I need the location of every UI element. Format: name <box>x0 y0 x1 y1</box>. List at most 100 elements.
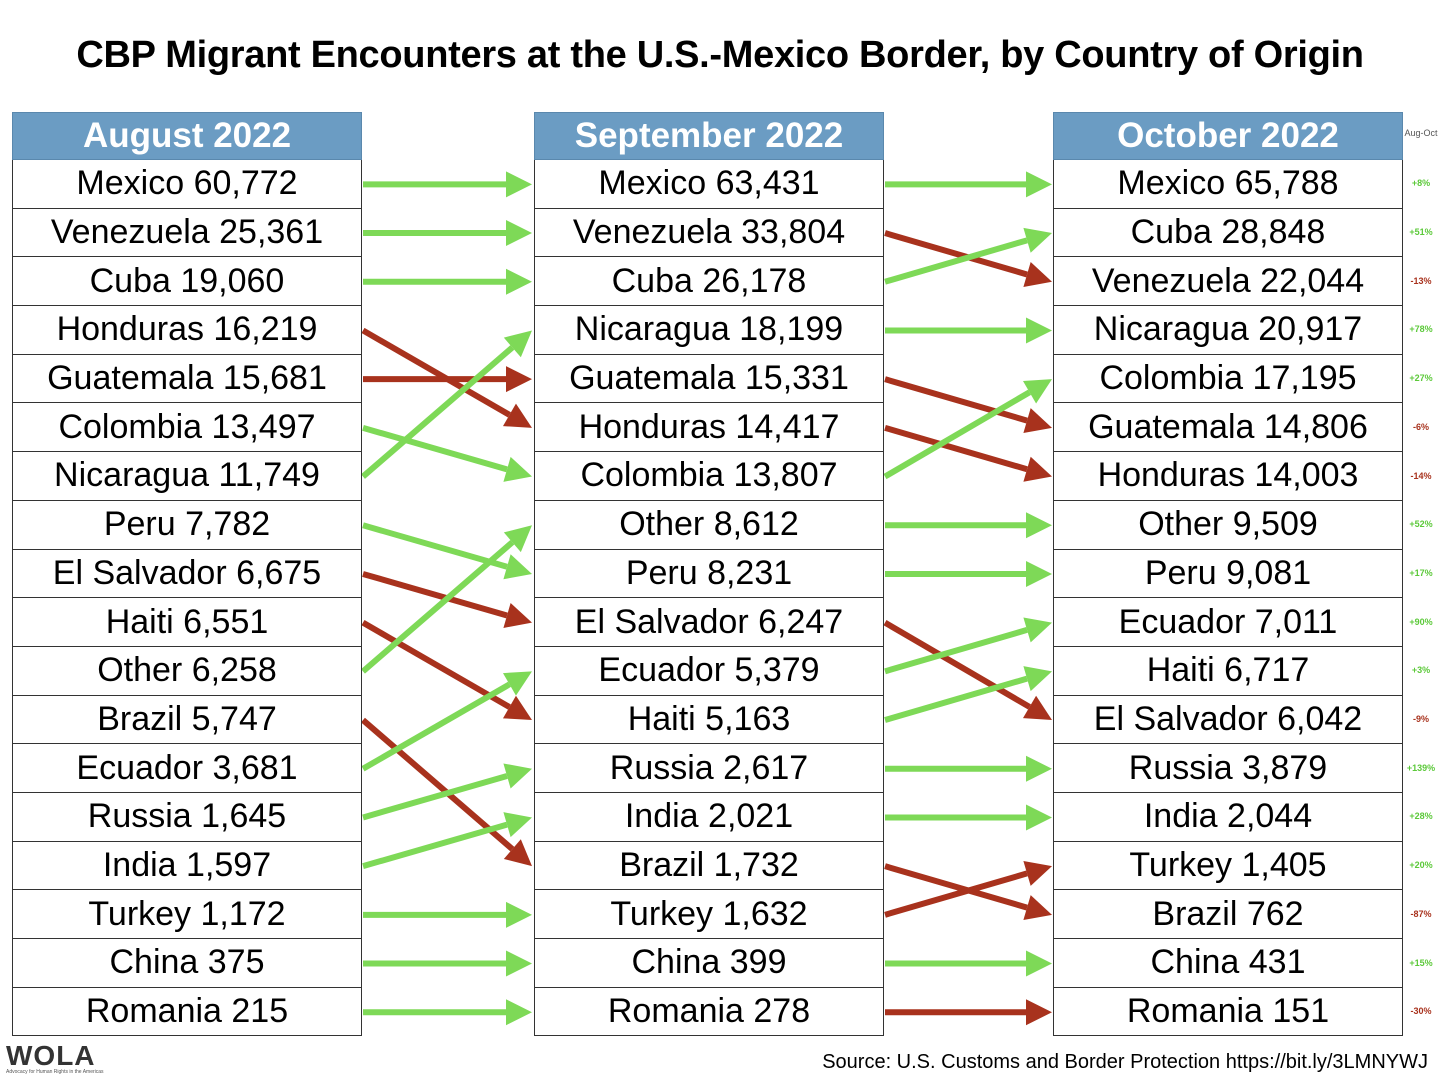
change-percent: +3% <box>1411 665 1431 676</box>
rank-arrow <box>884 863 1052 921</box>
table-cell: India 1,597 <box>12 841 362 891</box>
column-october: October 2022 Mexico 65,788 Cuba 28,848 Ven… <box>1053 112 1403 1037</box>
column-header: August 2022 <box>12 112 362 160</box>
change-percent: -30% <box>1410 1006 1432 1017</box>
table-cell: Cuba 19,060 <box>12 257 362 307</box>
table-cell: Mexico 63,431 <box>534 160 884 209</box>
table-cell: Peru 9,081 <box>1053 549 1403 599</box>
change-percent: -6% <box>1412 421 1429 432</box>
table-cell: Turkey 1,632 <box>534 890 884 939</box>
table-cell: Honduras 14,417 <box>534 403 884 453</box>
table-cell: Peru 7,782 <box>12 500 362 550</box>
wola-tagline: Advocacy for Human Rights in the America… <box>6 1069 104 1075</box>
table-cell: Ecuador 3,681 <box>12 744 362 793</box>
table-cell: Honduras 16,219 <box>12 306 362 355</box>
table-cell: Guatemala 15,681 <box>12 354 362 404</box>
rank-arrow <box>361 620 532 721</box>
table-cell: India 2,021 <box>534 792 884 842</box>
table-cell: Haiti 6,717 <box>1053 646 1403 696</box>
table-cell: Russia 2,617 <box>534 744 884 793</box>
change-percent: +20% <box>1409 860 1433 871</box>
table-cell: El Salvador 6,042 <box>1053 695 1403 745</box>
change-percent: +27% <box>1409 373 1433 384</box>
rank-arrow <box>362 812 532 870</box>
table-cell: Mexico 65,788 <box>1053 160 1403 209</box>
rank-arrow <box>884 424 1052 482</box>
table-cell: Venezuela 25,361 <box>12 208 362 258</box>
rank-arrow <box>885 560 1052 587</box>
change-percent: +17% <box>1409 567 1433 578</box>
rank-arrow <box>363 950 532 977</box>
table-cell: India 2,044 <box>1053 792 1403 842</box>
rank-arrow <box>361 671 532 772</box>
chart-title: CBP Migrant Encounters at the U.S.-Mexic… <box>76 34 1364 76</box>
table-cell: Nicaragua 20,917 <box>1053 306 1403 355</box>
column-header: September 2022 <box>534 112 884 160</box>
change-percent: -9% <box>1412 714 1429 725</box>
table-cell: Cuba 26,178 <box>534 257 884 307</box>
rank-arrow <box>363 999 532 1026</box>
change-percent: +52% <box>1409 519 1433 530</box>
table-cell: El Salvador 6,675 <box>12 549 362 599</box>
change-header: Aug-Oct <box>1404 127 1438 140</box>
table-cell: Haiti 6,551 <box>12 598 362 647</box>
change-percent: -13% <box>1410 275 1432 286</box>
rank-arrow <box>885 171 1052 198</box>
table-cell: Brazil 762 <box>1053 890 1403 939</box>
rank-arrow <box>884 230 1052 287</box>
table-cell: Colombia 13,497 <box>12 403 362 453</box>
table-cell: China 431 <box>1053 939 1403 988</box>
change-percent: +51% <box>1409 227 1433 238</box>
rank-arrow <box>884 617 1052 675</box>
column-september: September 2022 Mexico 63,431 Venezuela 33… <box>534 112 884 1037</box>
change-percent: +28% <box>1409 811 1433 822</box>
change-percent: +78% <box>1409 324 1433 335</box>
change-percent: +8% <box>1411 178 1431 189</box>
rank-arrow <box>362 522 532 580</box>
rank-arrow <box>884 376 1052 434</box>
rank-arrow <box>884 227 1052 285</box>
table-cell: Nicaragua 11,749 <box>12 452 362 501</box>
rank-arrow <box>885 950 1052 977</box>
table-cell: China 375 <box>12 939 362 988</box>
change-header-text: Aug-Oct <box>1404 128 1438 138</box>
table-cell: Romania 278 <box>534 987 884 1037</box>
table-cell: Russia 3,879 <box>1053 744 1403 793</box>
change-percent: +15% <box>1409 957 1433 968</box>
table-cell: Other 6,258 <box>12 646 362 696</box>
rank-arrow <box>361 327 532 428</box>
table-cell: Ecuador 5,379 <box>534 646 884 696</box>
change-percent: -87% <box>1410 908 1432 919</box>
rank-arrow <box>885 755 1052 782</box>
rank-arrow <box>363 366 532 393</box>
table-cell: Guatemala 15,331 <box>534 354 884 404</box>
table-cell: Colombia 13,807 <box>534 452 884 501</box>
table-cell: Mexico 60,772 <box>12 160 362 209</box>
rank-arrow <box>362 571 532 628</box>
table-cell: Haiti 5,163 <box>534 695 884 745</box>
rank-arrow <box>883 620 1052 721</box>
table-cell: Other 8,612 <box>534 500 884 550</box>
table-cell: Ecuador 7,011 <box>1053 598 1403 647</box>
rank-arrow <box>885 804 1052 831</box>
rank-arrow <box>363 901 532 928</box>
table-cell: Colombia 17,195 <box>1053 354 1403 404</box>
rank-arrow <box>363 268 532 295</box>
rank-arrow <box>363 220 532 247</box>
table-cell: Honduras 14,003 <box>1053 452 1403 501</box>
change-percent: -14% <box>1410 470 1432 481</box>
table-cell: Nicaragua 18,199 <box>534 306 884 355</box>
rank-arrow <box>361 330 532 479</box>
table-cell: Peru 8,231 <box>534 549 884 599</box>
table-cell: Russia 1,645 <box>12 792 362 842</box>
rank-arrow <box>362 763 532 821</box>
table-cell: Cuba 28,848 <box>1053 208 1403 258</box>
table-cell: Venezuela 22,044 <box>1053 257 1403 307</box>
table-cell: El Salvador 6,247 <box>534 598 884 647</box>
rank-arrow <box>885 512 1052 539</box>
change-percent: +139% <box>1406 762 1436 773</box>
table-cell: Turkey 1,172 <box>12 890 362 939</box>
rank-arrow <box>361 525 532 674</box>
rank-arrow <box>363 171 532 198</box>
